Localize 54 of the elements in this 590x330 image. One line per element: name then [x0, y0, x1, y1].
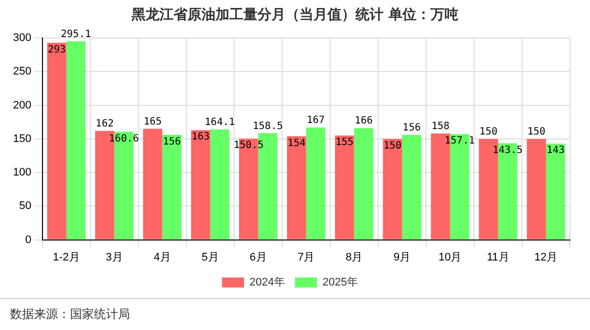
- data-label: 165: [144, 116, 162, 128]
- data-label: 158: [431, 121, 450, 132]
- legend-label: 2024年: [250, 276, 286, 289]
- bar: [526, 138, 546, 240]
- x-tick-label: 3月: [106, 251, 123, 264]
- data-label: 143: [546, 145, 565, 156]
- bar: [66, 41, 86, 240]
- bar: [191, 130, 210, 240]
- y-tick-label: 100: [12, 166, 32, 179]
- x-tick-label: 12月: [534, 251, 558, 264]
- y-tick-label: 0: [25, 234, 32, 246]
- bar: [162, 134, 182, 240]
- source-note: 数据来源：国家统计局: [10, 306, 130, 323]
- y-tick-label: 50: [19, 200, 32, 212]
- bar: [354, 128, 374, 240]
- data-label: 150: [383, 140, 402, 152]
- x-tick-label: 11月: [486, 251, 510, 264]
- data-label: 155: [336, 137, 354, 148]
- data-label: 156: [402, 122, 421, 134]
- data-label: 166: [354, 116, 373, 127]
- x-tick-label: 7月: [298, 251, 315, 264]
- y-tick-label: 300: [12, 32, 32, 44]
- bar: [143, 128, 162, 240]
- bar: [402, 134, 422, 240]
- legend-label: 2025年: [322, 276, 358, 289]
- data-label: 162: [96, 118, 114, 130]
- bar: [286, 136, 306, 240]
- data-label: 293: [48, 44, 66, 56]
- data-label: 154: [288, 138, 306, 149]
- data-label: 163: [192, 132, 210, 143]
- bar: [47, 42, 66, 240]
- bar: [210, 129, 230, 240]
- x-tick-label: 5月: [202, 251, 219, 264]
- x-tick-label: 6月: [250, 251, 267, 264]
- x-tick-label: 10月: [438, 251, 462, 264]
- bar: [382, 138, 402, 240]
- x-tick-label: 4月: [154, 251, 171, 264]
- bar: [334, 136, 354, 240]
- y-tick-label: 200: [12, 99, 32, 112]
- data-label: 150: [527, 126, 546, 138]
- y-tick-label: 250: [12, 66, 32, 78]
- x-tick-label: 9月: [394, 251, 411, 264]
- data-label: 158.5: [252, 120, 283, 132]
- x-tick-label: 8月: [346, 251, 363, 264]
- x-tick-label: 1-2月: [52, 251, 80, 264]
- y-tick-label: 150: [12, 132, 32, 145]
- bar: [546, 144, 566, 240]
- data-label: 164.1: [204, 117, 235, 128]
- data-label: 167: [306, 115, 325, 126]
- bar: [306, 127, 326, 240]
- data-label: 295.1: [60, 28, 91, 40]
- data-label: 156: [162, 136, 181, 148]
- data-label: 150: [479, 126, 498, 138]
- chart-title: 黑龙江省原油加工量分月（当月值）统计 单位：万吨: [130, 6, 460, 24]
